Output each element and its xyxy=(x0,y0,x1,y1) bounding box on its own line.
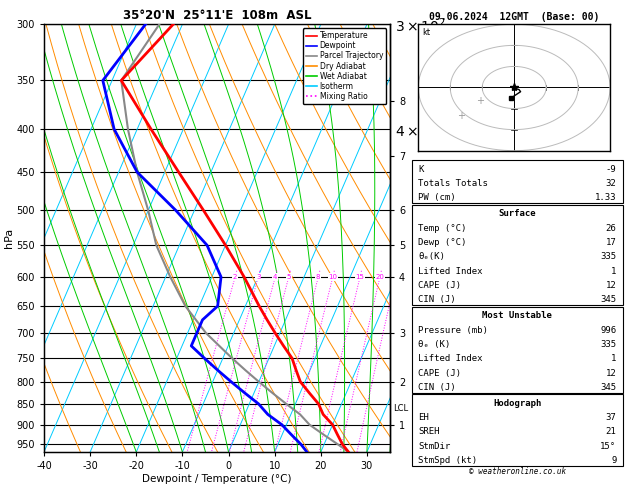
Text: 8: 8 xyxy=(316,274,321,280)
Text: θₑ (K): θₑ (K) xyxy=(418,340,450,349)
Legend: Temperature, Dewpoint, Parcel Trajectory, Dry Adiabat, Wet Adiabat, Isotherm, Mi: Temperature, Dewpoint, Parcel Trajectory… xyxy=(303,28,386,104)
Bar xyxy=(412,160,623,204)
Text: Pressure (mb): Pressure (mb) xyxy=(418,326,488,334)
Y-axis label: km
ASL: km ASL xyxy=(450,227,469,249)
Text: CIN (J): CIN (J) xyxy=(418,295,456,304)
X-axis label: Dewpoint / Temperature (°C): Dewpoint / Temperature (°C) xyxy=(142,474,292,484)
Text: 335: 335 xyxy=(600,252,616,261)
Text: Hodograph: Hodograph xyxy=(493,399,542,408)
Text: 09.06.2024  12GMT  (Base: 00): 09.06.2024 12GMT (Base: 00) xyxy=(429,12,599,22)
Text: 37: 37 xyxy=(606,413,616,422)
Text: 996: 996 xyxy=(600,326,616,334)
Text: Dewp (°C): Dewp (°C) xyxy=(418,238,467,247)
Text: +: + xyxy=(476,96,484,106)
Text: 32: 32 xyxy=(606,179,616,188)
Text: kt: kt xyxy=(422,28,430,37)
Text: 20: 20 xyxy=(376,274,384,280)
Text: θₑ(K): θₑ(K) xyxy=(418,252,445,261)
Text: StmSpd (kt): StmSpd (kt) xyxy=(418,456,477,465)
Text: 2: 2 xyxy=(233,274,237,280)
Text: 21: 21 xyxy=(606,428,616,436)
Text: EH: EH xyxy=(418,413,429,422)
Text: CIN (J): CIN (J) xyxy=(418,383,456,392)
Text: 15: 15 xyxy=(355,274,364,280)
Text: 1: 1 xyxy=(611,267,616,276)
Text: 26: 26 xyxy=(606,224,616,233)
Text: 345: 345 xyxy=(600,383,616,392)
Bar xyxy=(412,395,623,466)
Text: PW (cm): PW (cm) xyxy=(418,193,456,202)
Text: 17: 17 xyxy=(606,238,616,247)
Text: Lifted Index: Lifted Index xyxy=(418,267,483,276)
Text: Temp (°C): Temp (°C) xyxy=(418,224,467,233)
Text: SREH: SREH xyxy=(418,428,440,436)
Bar xyxy=(412,205,623,305)
Text: 10: 10 xyxy=(328,274,337,280)
Text: +: + xyxy=(457,111,465,121)
Text: StmDir: StmDir xyxy=(418,442,450,451)
Bar xyxy=(412,307,623,393)
Text: 12: 12 xyxy=(606,368,616,378)
Title: 35°20'N  25°11'E  108m  ASL: 35°20'N 25°11'E 108m ASL xyxy=(123,9,311,22)
Text: CAPE (J): CAPE (J) xyxy=(418,281,461,290)
Text: Totals Totals: Totals Totals xyxy=(418,179,488,188)
Text: Surface: Surface xyxy=(499,209,536,218)
Text: 15°: 15° xyxy=(600,442,616,451)
Text: © weatheronline.co.uk: © weatheronline.co.uk xyxy=(469,467,566,476)
Text: Most Unstable: Most Unstable xyxy=(482,311,552,320)
Text: 3: 3 xyxy=(256,274,260,280)
Text: LCL: LCL xyxy=(394,403,409,413)
Text: 345: 345 xyxy=(600,295,616,304)
Text: 5: 5 xyxy=(287,274,291,280)
Text: 335: 335 xyxy=(600,340,616,349)
Text: 1: 1 xyxy=(611,354,616,363)
Text: Lifted Index: Lifted Index xyxy=(418,354,483,363)
Text: K: K xyxy=(418,165,424,174)
Y-axis label: hPa: hPa xyxy=(4,228,14,248)
Text: -9: -9 xyxy=(606,165,616,174)
Text: 1.33: 1.33 xyxy=(595,193,616,202)
Text: 9: 9 xyxy=(611,456,616,465)
Text: 4: 4 xyxy=(273,274,277,280)
Text: 12: 12 xyxy=(606,281,616,290)
Text: CAPE (J): CAPE (J) xyxy=(418,368,461,378)
